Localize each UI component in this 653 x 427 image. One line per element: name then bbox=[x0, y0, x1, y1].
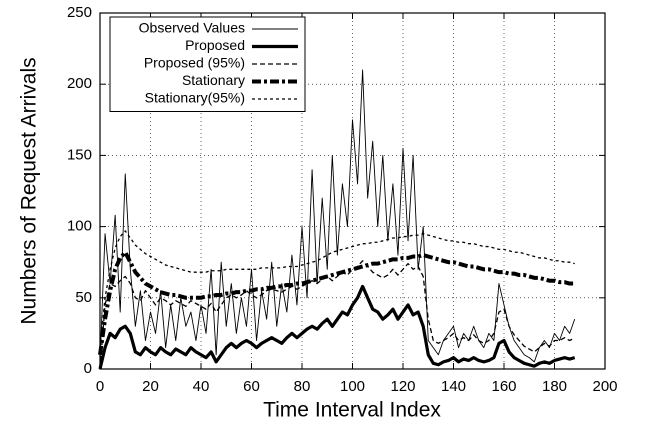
x-tick-label: 180 bbox=[542, 378, 567, 395]
series-line bbox=[98, 284, 576, 370]
x-tick-label: 140 bbox=[441, 378, 466, 395]
x-tick-label: 100 bbox=[340, 378, 365, 395]
x-tick-label: 0 bbox=[96, 378, 104, 395]
y-tick-label: 50 bbox=[75, 289, 92, 306]
x-tick-label: 80 bbox=[294, 378, 311, 395]
legend-label: Proposed (95%) bbox=[144, 55, 245, 71]
legend-label: Proposed bbox=[185, 37, 245, 53]
plot-frame bbox=[99, 12, 606, 370]
legend-label: Observed Values bbox=[139, 20, 245, 36]
series-line bbox=[98, 250, 575, 356]
series-line bbox=[99, 260, 576, 370]
x-tick-label: 60 bbox=[243, 378, 260, 395]
legend-label: Stationary bbox=[182, 72, 245, 88]
x-tick-label: 20 bbox=[142, 378, 159, 395]
x-tick-label: 160 bbox=[491, 378, 516, 395]
y-tick-label: 250 bbox=[67, 4, 92, 21]
y-tick-label: 150 bbox=[67, 146, 92, 163]
x-tick-label: 200 bbox=[592, 378, 617, 395]
y-tick-label: 100 bbox=[67, 218, 92, 235]
y-tick-label: 0 bbox=[84, 360, 92, 377]
x-axis-title: Time Interval Index bbox=[263, 399, 441, 422]
series-line bbox=[99, 69, 576, 363]
y-axis-title: Numbers of Request Arrivals bbox=[18, 57, 41, 324]
legend-label: Stationary(95%) bbox=[145, 90, 245, 106]
x-tick-label: 40 bbox=[193, 378, 210, 395]
x-tick-label: 120 bbox=[390, 378, 415, 395]
y-tick-label: 200 bbox=[67, 75, 92, 92]
series-line bbox=[99, 230, 575, 348]
